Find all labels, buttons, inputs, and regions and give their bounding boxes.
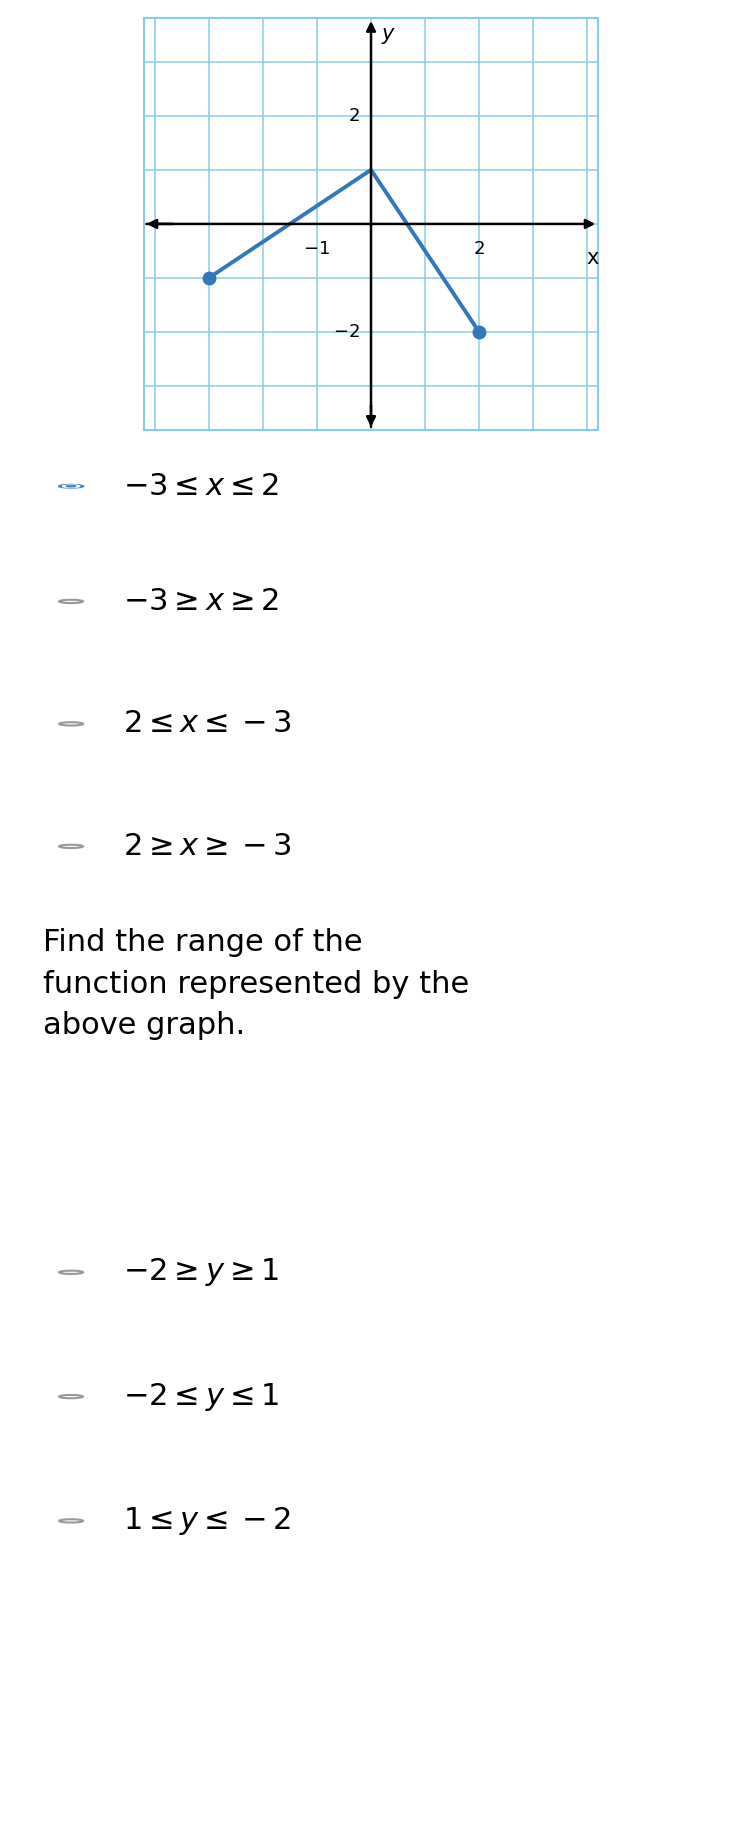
Circle shape xyxy=(62,484,79,488)
Text: $-2 \leq y \leq 1$: $-2 \leq y \leq 1$ xyxy=(123,1380,280,1413)
Text: $2 \leq x \leq -3$: $2 \leq x \leq -3$ xyxy=(123,709,292,739)
Text: x: x xyxy=(587,249,599,269)
Text: $2$: $2$ xyxy=(473,239,485,258)
Text: $-2 \geq y \geq 1$: $-2 \geq y \geq 1$ xyxy=(123,1256,280,1289)
Text: $2$: $2$ xyxy=(349,106,360,124)
Text: $2 \geq x \geq -3$: $2 \geq x \geq -3$ xyxy=(123,832,292,861)
Text: $-2$: $-2$ xyxy=(333,324,360,342)
Text: Find the range of the
function represented by the
above graph.: Find the range of the function represent… xyxy=(43,929,470,1040)
Text: $-3 \geq x \geq 2$: $-3 \geq x \geq 2$ xyxy=(123,587,280,616)
Text: $-3 \leq x \leq 2$: $-3 \leq x \leq 2$ xyxy=(123,472,280,501)
Text: $-1$: $-1$ xyxy=(303,239,330,258)
Circle shape xyxy=(59,484,84,488)
Text: y: y xyxy=(382,24,394,44)
Text: $1 \leq y \leq -2$: $1 \leq y \leq -2$ xyxy=(123,1504,292,1537)
